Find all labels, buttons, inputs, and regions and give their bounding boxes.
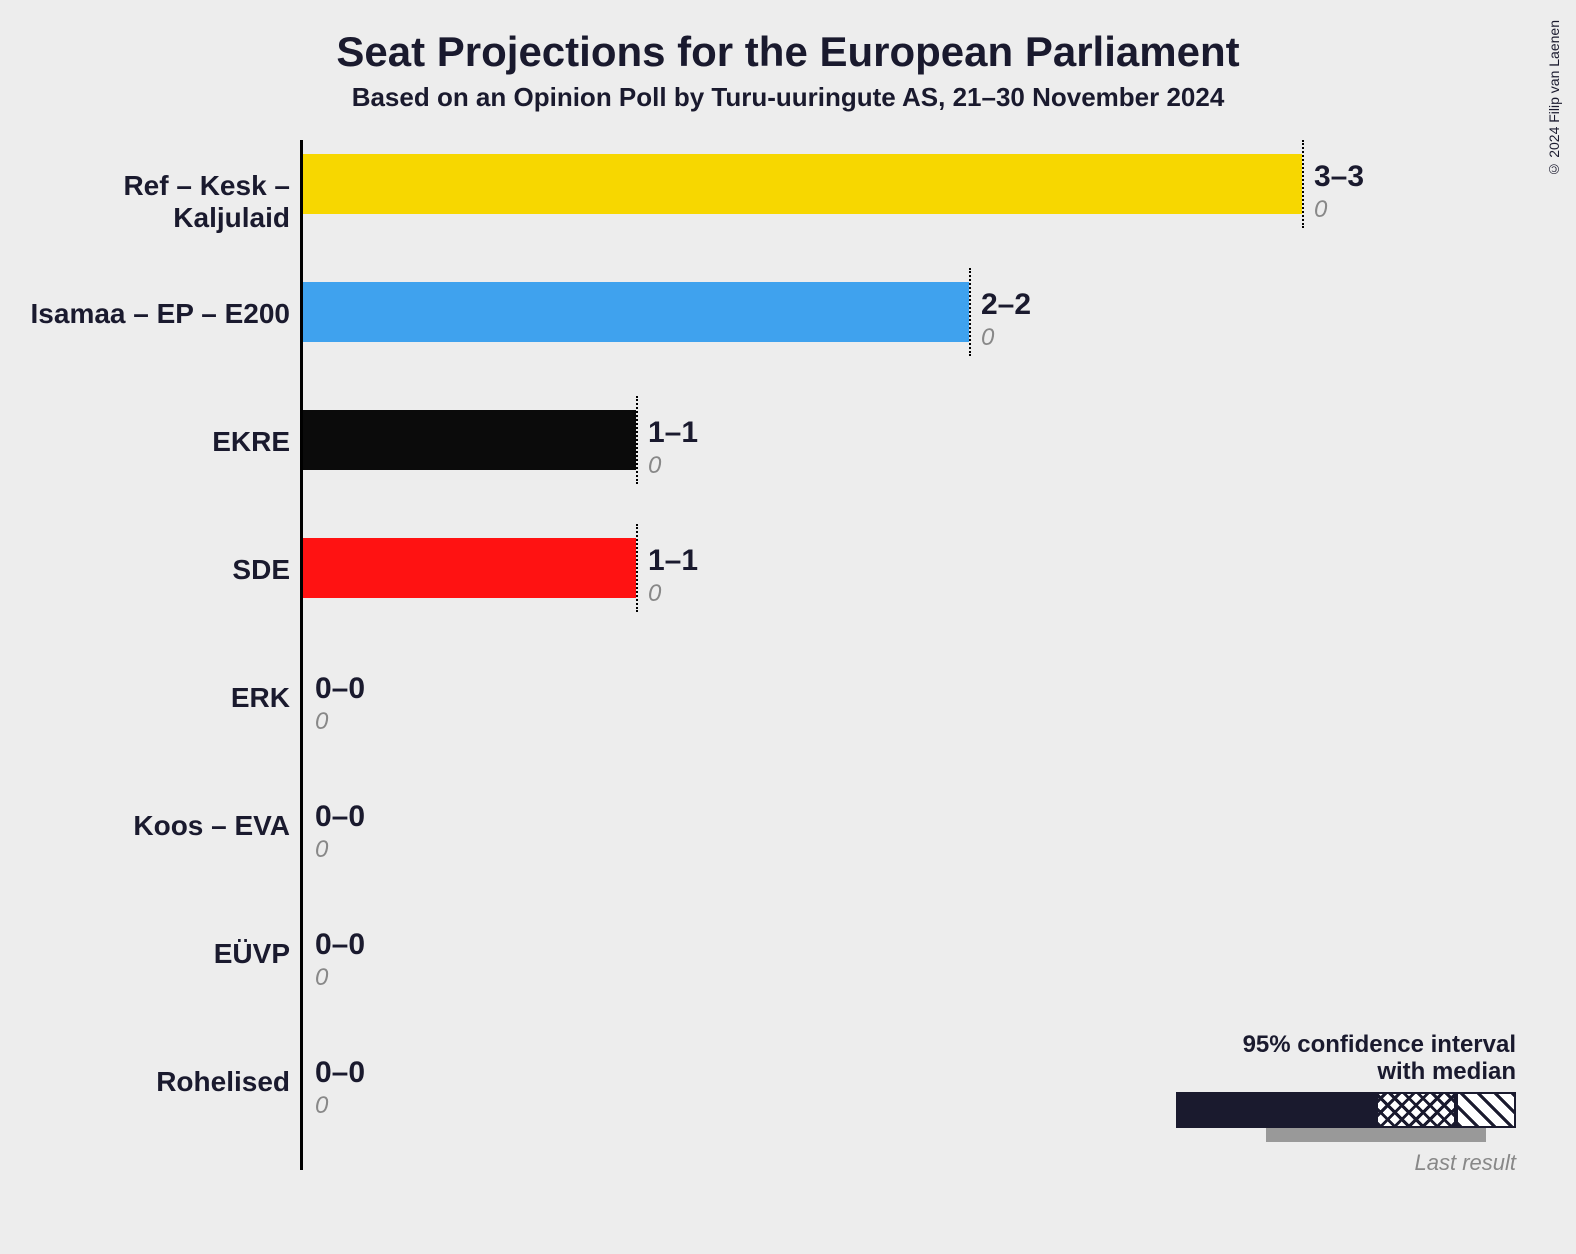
party-row: SDE 1–10: [0, 524, 1576, 652]
party-label: Ref – Kesk – Kaljulaid: [0, 170, 290, 234]
legend-bar: [1176, 1092, 1516, 1148]
last-result-label: 0: [315, 964, 328, 992]
range-label: 0–0: [315, 672, 365, 706]
party-label: SDE: [0, 554, 290, 586]
range-label: 3–3: [1314, 160, 1364, 194]
legend-last-result-bar: [1266, 1128, 1486, 1142]
last-result-label: 0: [648, 452, 661, 480]
median-tick: [969, 268, 971, 356]
range-label: 1–1: [648, 416, 698, 450]
legend-title-line2: with median: [1377, 1058, 1516, 1085]
party-row: Ref – Kesk – Kaljulaid 3–30: [0, 140, 1576, 268]
party-row: Koos – EVA 0–00: [0, 780, 1576, 908]
party-row: ERK 0–00: [0, 652, 1576, 780]
chart-subtitle: Based on an Opinion Poll by Turu-uuringu…: [0, 76, 1576, 113]
legend-last-result-label: Last result: [1176, 1150, 1516, 1176]
legend-ci-hatch2: [1456, 1092, 1516, 1128]
legend-ci-hatch1: [1376, 1092, 1456, 1128]
last-result-label: 0: [315, 1092, 328, 1120]
range-label: 0–0: [315, 800, 365, 834]
party-label: EÜVP: [0, 938, 290, 970]
party-label: Isamaa – EP – E200: [0, 298, 290, 330]
party-bar: [303, 410, 636, 470]
party-label: ERK: [0, 682, 290, 714]
last-result-label: 0: [648, 580, 661, 608]
last-result-label: 0: [315, 836, 328, 864]
chart-title: Seat Projections for the European Parlia…: [0, 0, 1576, 76]
range-label: 1–1: [648, 544, 698, 578]
party-row: EÜVP 0–00: [0, 908, 1576, 1036]
party-bar: [303, 538, 636, 598]
range-label: 0–0: [315, 928, 365, 962]
party-bar: [303, 282, 969, 342]
legend-title: 95% confidence interval with median: [1176, 1031, 1516, 1086]
range-label: 2–2: [981, 288, 1031, 322]
party-label: Rohelised: [0, 1066, 290, 1098]
legend-title-line1: 95% confidence interval: [1243, 1031, 1516, 1058]
last-result-label: 0: [315, 708, 328, 736]
last-result-label: 0: [1314, 196, 1327, 224]
median-tick: [636, 396, 638, 484]
party-bar: [303, 154, 1302, 214]
median-tick: [1302, 140, 1304, 228]
party-row: EKRE 1–10: [0, 396, 1576, 524]
party-row: Isamaa – EP – E200 2–20: [0, 268, 1576, 396]
legend-ci-solid: [1176, 1092, 1376, 1128]
legend: 95% confidence interval with median Last…: [1176, 1031, 1516, 1176]
median-tick: [636, 524, 638, 612]
last-result-label: 0: [981, 324, 994, 352]
party-label: Koos – EVA: [0, 810, 290, 842]
party-label: EKRE: [0, 426, 290, 458]
range-label: 0–0: [315, 1056, 365, 1090]
